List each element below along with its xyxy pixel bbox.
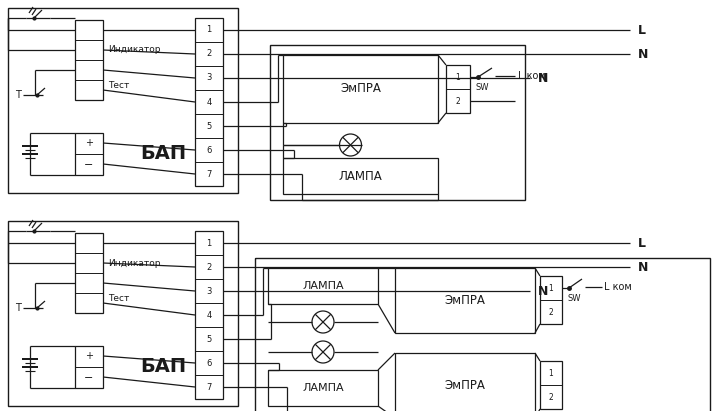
- Text: ЭмПРА: ЭмПРА: [445, 294, 486, 307]
- Text: 1: 1: [206, 25, 212, 35]
- Bar: [8, 221, 238, 406]
- Bar: [540, 361, 562, 409]
- Text: БАП: БАП: [140, 356, 186, 376]
- Text: 2: 2: [206, 49, 212, 58]
- Bar: [195, 18, 223, 186]
- Text: 7: 7: [206, 169, 212, 178]
- Text: Т: Т: [15, 303, 21, 313]
- Bar: [75, 20, 103, 100]
- Text: ЭмПРА: ЭмПРА: [340, 83, 381, 95]
- Text: 4: 4: [206, 310, 212, 319]
- Text: 3: 3: [206, 286, 212, 296]
- Text: N: N: [638, 261, 649, 273]
- Text: N: N: [538, 72, 548, 85]
- Text: +: +: [85, 138, 93, 148]
- Text: L ком: L ком: [518, 71, 546, 81]
- Text: Тест: Тест: [108, 81, 130, 90]
- Text: 1: 1: [549, 284, 553, 293]
- Text: L: L: [638, 23, 646, 37]
- Bar: [268, 268, 378, 304]
- Text: 3: 3: [206, 74, 212, 83]
- Text: 6: 6: [206, 145, 212, 155]
- Text: L: L: [638, 236, 646, 249]
- Text: Тест: Тест: [108, 293, 130, 302]
- Text: 5: 5: [206, 122, 212, 131]
- Text: L ком: L ком: [604, 282, 632, 292]
- Text: SW: SW: [475, 83, 488, 92]
- Text: 1: 1: [206, 238, 212, 247]
- Text: Индикатор: Индикатор: [108, 259, 160, 268]
- Text: Индикатор: Индикатор: [108, 46, 160, 55]
- Text: 6: 6: [206, 358, 212, 367]
- Text: +: +: [85, 351, 93, 361]
- Text: ЛАМПА: ЛАМПА: [302, 281, 344, 291]
- Text: 2: 2: [549, 393, 553, 402]
- Bar: [540, 276, 562, 324]
- Bar: [195, 231, 223, 399]
- Text: −: −: [84, 160, 94, 170]
- Text: 2: 2: [549, 307, 553, 316]
- Text: БАП: БАП: [140, 143, 186, 162]
- Bar: [283, 55, 438, 123]
- Bar: [8, 8, 238, 193]
- Bar: [446, 65, 470, 113]
- Text: ЭмПРА: ЭмПРА: [445, 379, 486, 392]
- Text: 2: 2: [456, 97, 460, 106]
- Text: 1: 1: [456, 72, 460, 81]
- Bar: [255, 258, 710, 411]
- Text: 2: 2: [206, 263, 212, 272]
- Text: ЛАМПА: ЛАМПА: [339, 169, 382, 182]
- Text: N: N: [638, 48, 649, 60]
- Bar: [268, 370, 378, 406]
- Text: 7: 7: [206, 383, 212, 392]
- Bar: [75, 233, 103, 313]
- Text: 1: 1: [549, 369, 553, 377]
- Bar: [75, 133, 103, 175]
- Text: −: −: [84, 373, 94, 383]
- Bar: [75, 346, 103, 388]
- Text: 5: 5: [206, 335, 212, 344]
- Text: Т: Т: [15, 90, 21, 100]
- Bar: [283, 158, 438, 194]
- Text: ЛАМПА: ЛАМПА: [302, 383, 344, 393]
- Bar: [395, 353, 535, 411]
- Text: N: N: [538, 284, 548, 298]
- Bar: [395, 268, 535, 333]
- Text: SW: SW: [567, 293, 581, 302]
- Text: 4: 4: [206, 97, 212, 106]
- Bar: [270, 45, 525, 200]
